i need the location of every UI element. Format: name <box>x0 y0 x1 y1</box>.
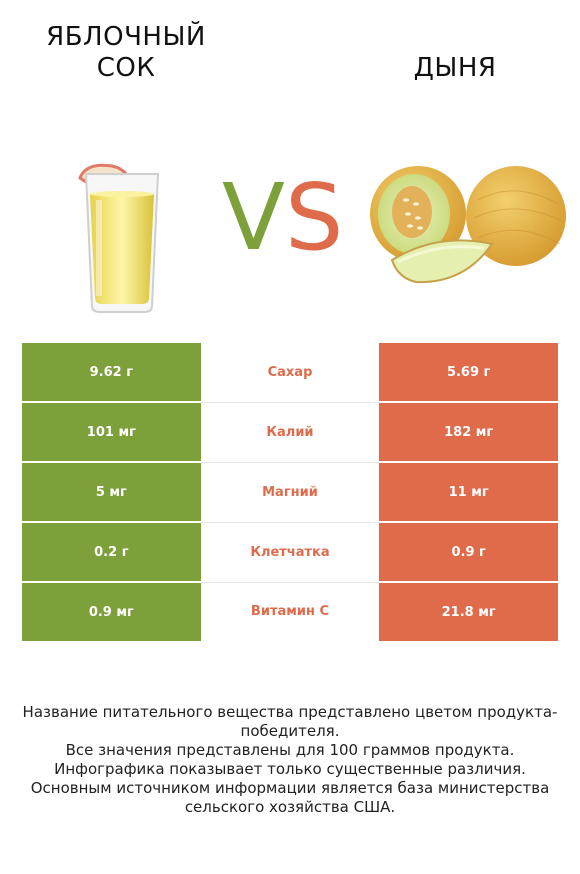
nutrient-name: Витамин C <box>200 581 380 641</box>
footnotes: Название питательного вещества представл… <box>20 703 560 817</box>
nutrient-name: Магний <box>200 461 380 522</box>
left-value: 5 мг <box>22 461 201 522</box>
left-value: 101 мг <box>22 401 201 462</box>
footnote-per-100g: Все значения представлены для 100 граммо… <box>65 741 515 759</box>
right-value: 11 мг <box>379 461 558 522</box>
comparison-row: 101 мг Калий 182 мг <box>22 401 558 462</box>
right-value: 5.69 г <box>379 343 558 402</box>
comparison-row: 0.9 мг Витамин C 21.8 мг <box>22 581 558 641</box>
left-value: 0.9 мг <box>22 581 201 641</box>
right-product-title: ДЫНЯ <box>413 53 497 83</box>
apple-juice-image <box>78 163 160 313</box>
footnote-significant-only: Инфографика показывает только существенн… <box>54 760 526 778</box>
comparison-table: 9.62 г Сахар 5.69 г 101 мг Калий 182 мг 5 мг Ма… <box>22 343 558 641</box>
left-value: 0.2 г <box>22 521 201 582</box>
comparison-row: 0.2 г Клетчатка 0.9 г <box>22 521 558 582</box>
nutrient-name: Клетчатка <box>200 521 380 582</box>
comparison-row: 5 мг Магний 11 мг <box>22 461 558 522</box>
vs-label: VS <box>222 168 343 268</box>
right-value: 182 мг <box>379 401 558 462</box>
footnote-source: Основным источником информации является … <box>30 779 550 816</box>
right-value: 0.9 г <box>379 521 558 582</box>
left-value: 9.62 г <box>22 343 201 402</box>
melon-image <box>370 166 566 284</box>
nutrient-name: Сахар <box>200 343 380 402</box>
comparison-row: 9.62 г Сахар 5.69 г <box>22 343 558 402</box>
right-value: 21.8 мг <box>379 581 558 641</box>
vs-v: V <box>222 164 285 271</box>
footnote-winner-color: Название питательного вещества представл… <box>22 703 558 740</box>
vs-s: S <box>284 164 344 271</box>
nutrient-name: Калий <box>200 401 380 462</box>
left-product-title: ЯБЛОЧНЫЙ СОК <box>46 22 206 83</box>
